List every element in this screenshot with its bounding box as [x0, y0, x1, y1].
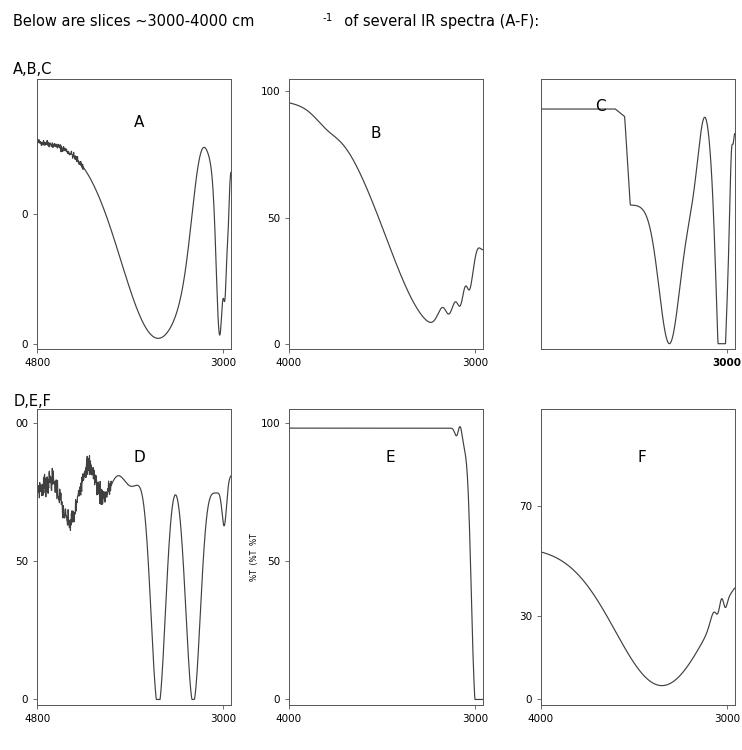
Text: D,E,F: D,E,F: [13, 394, 51, 409]
Text: B: B: [370, 126, 381, 141]
Text: F: F: [637, 450, 646, 465]
Text: of several IR spectra (A-F):: of several IR spectra (A-F):: [335, 14, 539, 29]
Text: A,B,C: A,B,C: [13, 62, 53, 76]
Text: Below are slices ~3000-4000 cm: Below are slices ~3000-4000 cm: [13, 14, 255, 29]
Text: D: D: [134, 450, 145, 465]
Text: -1: -1: [323, 13, 333, 22]
Y-axis label: %T  (%T  %T: %T (%T %T: [250, 533, 259, 580]
Text: A: A: [134, 116, 145, 130]
Text: C: C: [595, 99, 605, 114]
Text: E: E: [386, 450, 395, 465]
